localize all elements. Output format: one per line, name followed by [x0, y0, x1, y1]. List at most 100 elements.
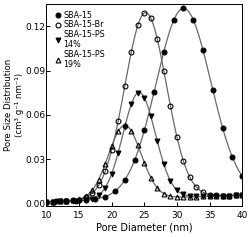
SBA-15 — [152, 90, 155, 93]
SBA-15 — [84, 199, 87, 201]
SBA-15 — [241, 175, 244, 178]
SBA-15-Br — [65, 200, 68, 202]
SBA-15-Br — [71, 199, 74, 202]
SBA-15-PS
19% — [84, 195, 87, 198]
SBA-15-PS
14% — [104, 186, 107, 189]
SBA-15-PS
14% — [130, 103, 133, 106]
SBA-15-PS
14% — [188, 195, 192, 197]
SBA-15-PS
19% — [45, 200, 48, 203]
SBA-15-PS
19% — [78, 198, 81, 201]
SBA-15-PS
14% — [202, 195, 205, 198]
SBA-15-Br — [175, 136, 178, 138]
SBA-15-PS
14% — [136, 91, 139, 94]
SBA-15-Br — [110, 149, 113, 151]
SBA-15-PS
19% — [221, 194, 224, 197]
SBA-15 — [104, 195, 107, 198]
SBA-15-PS
19% — [123, 124, 126, 127]
SBA-15-PS
19% — [104, 163, 107, 165]
X-axis label: Pore Diameter (nm): Pore Diameter (nm) — [96, 223, 193, 233]
SBA-15 — [143, 129, 146, 132]
SBA-15-PS
14% — [175, 189, 178, 191]
SBA-15-PS
19% — [136, 144, 139, 146]
Legend: SBA-15, SBA-15-Br, SBA-15-PS
14%, SBA-15-PS
19%: SBA-15, SBA-15-Br, SBA-15-PS 14%, SBA-15… — [54, 10, 106, 70]
SBA-15-Br — [58, 200, 61, 203]
SBA-15 — [94, 198, 97, 201]
SBA-15-Br — [130, 51, 133, 54]
SBA-15-PS
19% — [228, 194, 231, 197]
SBA-15-Br — [169, 104, 172, 107]
SBA-15 — [123, 179, 126, 182]
SBA-15 — [45, 200, 48, 203]
SBA-15-Br — [241, 194, 244, 196]
SBA-15-Br — [195, 186, 198, 189]
SBA-15-PS
14% — [169, 179, 172, 182]
SBA-15 — [202, 49, 205, 52]
SBA-15-PS
14% — [58, 200, 61, 203]
SBA-15-PS
19% — [169, 195, 172, 197]
SBA-15-Br — [182, 160, 185, 163]
SBA-15-Br — [51, 200, 54, 203]
SBA-15-PS
14% — [110, 172, 113, 175]
SBA-15 — [211, 88, 214, 91]
SBA-15-Br — [143, 12, 146, 14]
SBA-15-PS
14% — [78, 199, 81, 202]
SBA-15-PS
19% — [143, 161, 146, 164]
SBA-15-PS
14% — [45, 200, 48, 203]
SBA-15-PS
19% — [188, 196, 192, 198]
SBA-15-PS
14% — [84, 199, 87, 201]
SBA-15 — [65, 200, 68, 202]
SBA-15-PS
14% — [71, 200, 74, 202]
SBA-15-Br — [202, 191, 205, 194]
SBA-15 — [182, 7, 185, 10]
SBA-15-Br — [214, 194, 217, 197]
SBA-15-PS
19% — [71, 199, 74, 202]
SBA-15 — [133, 159, 136, 162]
SBA-15-PS
19% — [117, 130, 120, 133]
SBA-15-PS
19% — [65, 200, 68, 202]
SBA-15-PS
19% — [130, 129, 133, 132]
SBA-15-Br — [149, 17, 152, 20]
SBA-15-Br — [234, 194, 237, 197]
SBA-15-PS
19% — [182, 196, 185, 198]
Line: SBA-15-Br: SBA-15-Br — [44, 11, 245, 204]
SBA-15-PS
19% — [208, 195, 211, 198]
SBA-15-Br — [188, 176, 192, 179]
Y-axis label: Pore Size Distribution
(cm³ g⁻¹ nm⁻¹): Pore Size Distribution (cm³ g⁻¹ nm⁻¹) — [4, 59, 24, 151]
SBA-15-PS
19% — [202, 195, 205, 198]
SBA-15-PS
14% — [117, 151, 120, 154]
Line: SBA-15-PS
14%: SBA-15-PS 14% — [44, 90, 245, 204]
SBA-15-Br — [221, 194, 224, 197]
SBA-15 — [231, 156, 234, 159]
SBA-15-PS
14% — [234, 194, 237, 197]
SBA-15-PS
14% — [65, 200, 68, 203]
SBA-15-PS
14% — [214, 195, 217, 197]
SBA-15 — [162, 50, 165, 53]
SBA-15-PS
14% — [182, 193, 185, 196]
SBA-15-Br — [78, 198, 81, 201]
SBA-15-Br — [208, 193, 211, 196]
SBA-15-PS
19% — [58, 200, 61, 203]
SBA-15-PS
19% — [175, 196, 178, 198]
SBA-15-PS
19% — [97, 178, 100, 181]
SBA-15-Br — [228, 194, 231, 197]
SBA-15 — [55, 200, 58, 203]
SBA-15 — [113, 190, 116, 193]
SBA-15-PS
14% — [221, 194, 224, 197]
Line: SBA-15: SBA-15 — [44, 6, 245, 204]
SBA-15-PS
19% — [214, 195, 217, 197]
SBA-15-PS
19% — [156, 187, 159, 189]
SBA-15-PS
19% — [51, 200, 54, 203]
SBA-15 — [192, 18, 195, 21]
SBA-15-PS
19% — [241, 194, 244, 196]
SBA-15-Br — [104, 170, 107, 173]
SBA-15-PS
14% — [149, 115, 152, 118]
SBA-15-PS
19% — [149, 176, 152, 179]
SBA-15-PS
19% — [234, 194, 237, 197]
SBA-15-Br — [84, 196, 87, 199]
SBA-15-PS
14% — [241, 194, 244, 196]
SBA-15-PS
14% — [228, 194, 231, 197]
SBA-15-Br — [162, 70, 165, 73]
SBA-15-PS
14% — [51, 200, 54, 203]
SBA-15-PS
19% — [195, 195, 198, 198]
SBA-15-PS
14% — [143, 96, 146, 99]
